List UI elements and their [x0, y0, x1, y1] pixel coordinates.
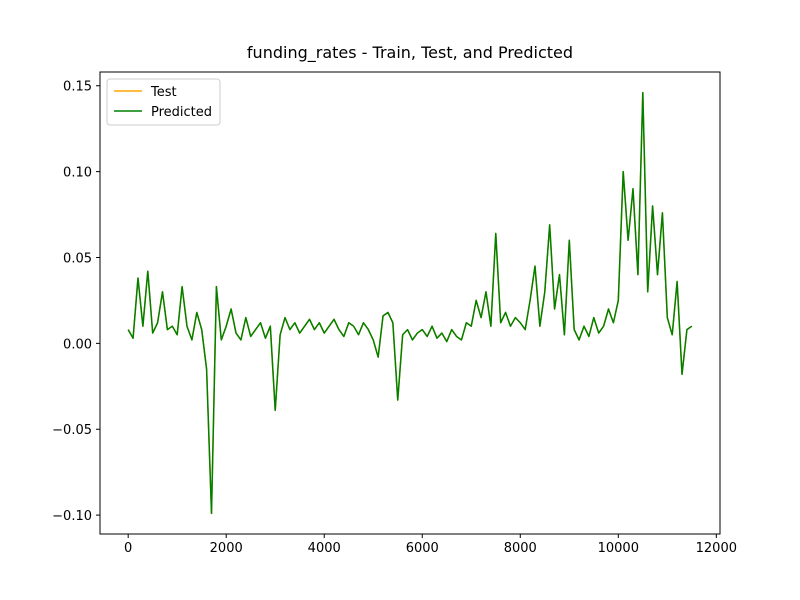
series-line [127, 91, 693, 515]
y-tick-label: −0.10 [52, 509, 92, 524]
x-tick-label: 10000 [598, 541, 639, 556]
axes-frame [99, 71, 721, 535]
chart-title: funding_rates - Train, Test, and Predict… [247, 43, 573, 63]
y-tick-label: −0.05 [52, 423, 92, 438]
legend-label: Predicted [151, 105, 212, 120]
x-tick-label: 4000 [308, 541, 341, 556]
legend-label: Test [150, 85, 177, 100]
y-tick-label: 0.00 [63, 337, 92, 352]
y-tick-label: 0.05 [63, 251, 92, 266]
y-tick-label: 0.10 [63, 166, 92, 181]
x-tick-label: 8000 [504, 541, 537, 556]
x-tick-label: 12000 [696, 541, 737, 556]
x-tick-label: 6000 [406, 541, 439, 556]
legend: Test Predicted [106, 78, 221, 126]
x-tick-label: 2000 [210, 541, 243, 556]
y-tick-label: 0.15 [63, 80, 92, 95]
x-tick-label: 0 [124, 541, 132, 556]
